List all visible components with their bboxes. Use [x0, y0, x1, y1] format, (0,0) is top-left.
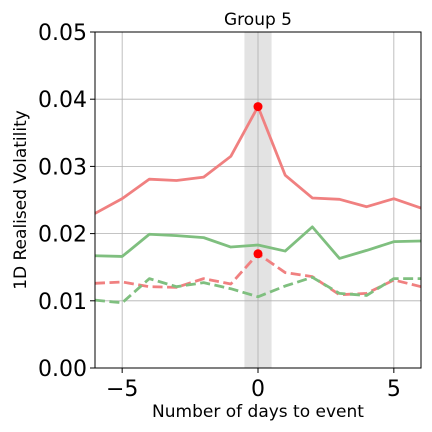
y-tick-label-1: 0.01: [38, 290, 87, 315]
x-tick-label-1: 0: [251, 377, 265, 402]
series-line-3: [94, 275, 421, 305]
y-axis-label: 1D Realised Volatility: [11, 110, 31, 290]
event-marker-0: [253, 102, 263, 112]
y-tick-label-2: 0.02: [38, 223, 87, 248]
y-tick-label-0: 0.00: [38, 357, 87, 382]
grid-layer: [95, 31, 421, 369]
series-line-1: [94, 225, 422, 260]
y-tick-label-4: 0.04: [38, 88, 87, 113]
y-tick-label-5: 0.05: [38, 21, 87, 46]
x-axis-label: Number of days to event: [152, 402, 364, 422]
x-tick-label-0: −5: [106, 377, 138, 402]
chart-title: Group 5: [224, 10, 292, 30]
y-tick-label-3: 0.03: [38, 155, 87, 180]
x-tick-label-2: 5: [387, 377, 401, 402]
tick-layer: −5 0 5 0.00 0.01 0.02 0.03 0.04 0.05: [38, 21, 401, 402]
marker-layer: [253, 102, 263, 259]
event-marker-1: [253, 249, 263, 259]
